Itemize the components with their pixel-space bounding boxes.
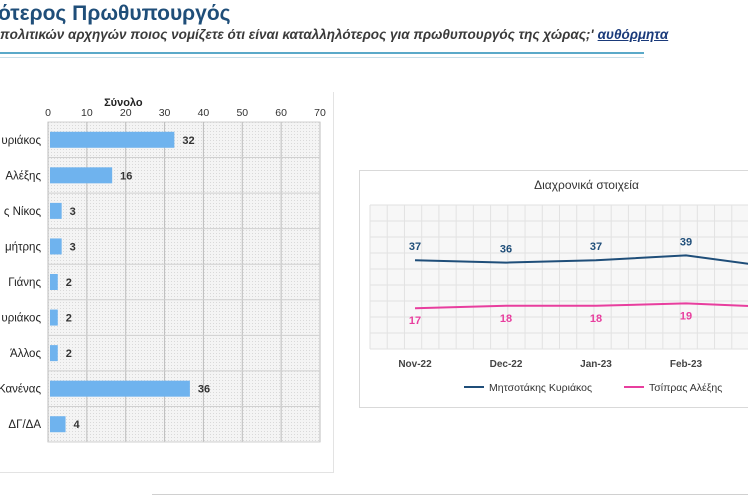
page-subtitle: πολιτικών αρχηγών ποιος νομίζετε ότι είν… <box>0 27 668 42</box>
bar <box>50 167 113 184</box>
bar-value-label: 3 <box>70 241 76 253</box>
x-tick-label: 60 <box>275 107 287 119</box>
total-bar-chart-panel: 0 10 20 30 40 50 60 70 Σύνολο 32 υριάκος 16 Αλέξης 3 ς… <box>0 92 334 473</box>
bar-value-label: 3 <box>70 206 76 218</box>
category-label: Άλλος <box>10 348 41 360</box>
x-tick-label: 20 <box>120 107 132 119</box>
bar-value-label: 2 <box>66 277 72 289</box>
x-tick-label: 50 <box>236 107 248 119</box>
x-tick-label: 10 <box>81 107 93 119</box>
category-label: ς Νίκος <box>4 206 42 218</box>
data-label: 36 <box>500 244 512 256</box>
category-label: μήτρης <box>5 241 42 253</box>
data-label: 19 <box>680 310 692 322</box>
data-label: 39 <box>680 236 692 248</box>
data-label: 18 <box>590 313 602 325</box>
bottom-divider <box>152 494 748 495</box>
bar <box>50 380 190 397</box>
page-title: ότερος Πρωθυπουργός <box>0 2 231 25</box>
bar-value-label: 2 <box>66 348 72 360</box>
category-label: ΔΓ/ΔΑ <box>8 419 41 431</box>
chart-title: Σύνολο <box>104 97 143 109</box>
bar <box>50 416 66 433</box>
header-divider <box>0 52 644 54</box>
question-text: πολιτικών αρχηγών ποιος νομίζετε ότι είν… <box>0 27 594 42</box>
bar-value-label: 2 <box>66 313 72 325</box>
x-tick-label: 40 <box>198 107 210 119</box>
header-divider-thin <box>0 57 644 58</box>
bar <box>50 131 175 148</box>
x-tick-label: Feb-23 <box>670 359 703 370</box>
category-label: υριάκος <box>1 313 41 325</box>
x-tick-label: 70 <box>314 107 326 119</box>
bar <box>50 309 58 326</box>
x-tick-label: Dec-22 <box>490 359 523 370</box>
x-tick-label: Jan-23 <box>580 359 612 370</box>
legend-label: Τσίπρας Αλέξης <box>649 382 722 394</box>
legend-label: Μητσοτάκης Κυριάκος <box>489 382 592 394</box>
data-label: 18 <box>500 313 512 325</box>
bar <box>50 345 58 362</box>
category-label: υριάκος <box>1 135 41 147</box>
series-line <box>414 254 748 265</box>
x-tick-label: 0 <box>45 107 51 119</box>
trend-line-chart: Διαχρονικά στοιχεία 37 36 37 39 17 18 18 19 Nov-2… <box>369 178 748 394</box>
category-label: Γιάνης <box>8 277 41 289</box>
trend-line-chart-panel: Διαχρονικά στοιχεία 37 36 37 39 17 18 18 19 Nov-2… <box>359 170 748 408</box>
bar-value-label: 36 <box>198 384 210 396</box>
data-label: 37 <box>409 241 421 253</box>
page-header: ότερος Πρωθυπουργός πολιτικών αρχηγών πο… <box>0 0 748 62</box>
data-label: 17 <box>409 315 421 327</box>
series-line <box>414 302 748 310</box>
category-label: Κανένας <box>0 384 41 396</box>
data-label: 37 <box>590 241 602 253</box>
x-tick-label: Nov-22 <box>398 359 432 370</box>
chart-title: Διαχρονικά στοιχεία <box>534 178 639 192</box>
bar <box>50 238 62 255</box>
total-bar-chart: 0 10 20 30 40 50 60 70Σύνολο32υριάκος16Αλέξης3ς… <box>0 97 326 443</box>
x-tick-label: 30 <box>159 107 171 119</box>
bar <box>50 274 58 290</box>
spontaneous-link[interactable]: αυθόρμητα <box>597 27 669 42</box>
category-label: Αλέξης <box>5 170 41 182</box>
bar-value-label: 32 <box>182 135 194 147</box>
bar-value-label: 16 <box>120 170 132 182</box>
bar <box>50 202 62 219</box>
bar-value-label: 4 <box>74 419 81 431</box>
